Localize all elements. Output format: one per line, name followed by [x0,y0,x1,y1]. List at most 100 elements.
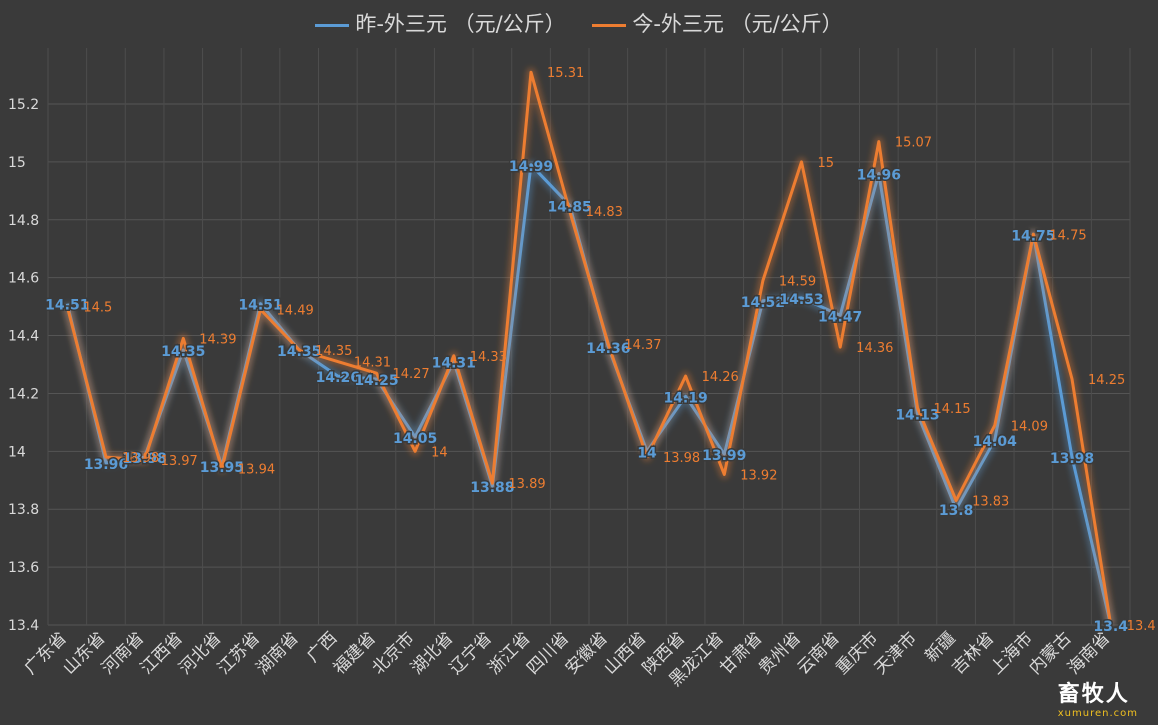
x-tick-label: 湖南省 [253,628,303,678]
data-label-today: 13.83 [972,495,1009,510]
data-label-today: 14.31 [354,356,391,371]
data-label-today: 13.98 [663,451,700,466]
x-tick-label: 上海市 [987,628,1037,678]
data-label-today: 14.83 [586,205,623,220]
x-tick-label: 河北省 [175,628,225,678]
data-label-today: 14.59 [779,275,816,290]
legend: 昨-外三元 （元/公斤） 今-外三元 （元/公斤） [0,8,1158,38]
data-label-yesterday: 14.85 [548,199,592,215]
x-tick-label: 江苏省 [214,628,264,678]
data-label-yesterday: 14.19 [663,390,707,406]
data-label-today: 14.15 [933,402,970,417]
data-label-yesterday: 14.51 [45,298,89,314]
data-label-today: 14.33 [470,350,507,365]
x-tick-label: 四川省 [523,628,573,678]
x-tick-label: 贵州省 [755,628,805,678]
data-label-yesterday: 13.4 [1093,619,1128,635]
legend-swatch-blue [315,23,350,27]
series-lines [62,67,1116,627]
data-label-today: 15.31 [547,66,584,81]
data-label-today: 14.35 [315,344,352,359]
data-label-yesterday: 14.13 [895,408,939,424]
data-label-yesterday: 14.05 [393,431,437,447]
legend-label-today: 今-外三元 （元/公斤） [632,12,843,36]
data-labels: 14.5113.9613.9814.3513.9514.5114.3514.26… [44,66,1156,636]
data-label-today: 14.37 [624,338,661,353]
watermark-url: xumuren.com [1057,708,1138,719]
series-line-today [65,70,1113,626]
data-label-today: 14.26 [702,370,739,385]
x-tick-label: 天津市 [871,628,921,678]
data-label-today: 14.39 [199,332,236,347]
data-label-yesterday: 14.04 [973,434,1018,450]
data-label-yesterday: 13.99 [702,448,746,464]
y-tick-label: 13.6 [8,560,39,576]
x-tick-label: 山西省 [600,628,650,678]
data-label-yesterday: 13.98 [1050,451,1094,467]
data-label-yesterday: 14.47 [818,309,862,325]
watermark-logo: 畜牧人 xumuren.com [1058,676,1138,719]
data-label-yesterday: 14.51 [238,298,282,314]
data-label-yesterday: 14.52 [741,295,785,311]
y-tick-label: 14 [8,444,26,460]
x-tick-label: 北京市 [368,628,418,678]
data-label-today: 14.27 [392,367,429,382]
y-tick-label: 14.4 [8,329,39,345]
x-tick-label: 辽宁省 [446,628,496,678]
legend-swatch-orange [592,23,627,27]
data-label-today: 13.92 [740,468,777,483]
data-label-today: 14.75 [1049,228,1086,243]
data-label-today: 14 [431,445,448,460]
x-tick-label: 湖北省 [407,628,457,678]
data-label-yesterday: 14.26 [316,370,360,386]
legend-label-yesterday: 昨-外三元 （元/公斤） [355,12,566,36]
data-label-today: 13.94 [238,463,275,478]
x-tick-label: 广东省 [21,628,71,678]
data-label-today: 14.49 [277,304,314,319]
y-tick-label: 13.8 [8,502,39,518]
y-tick-label: 14.8 [8,213,39,229]
x-tick-label: 江西省 [137,628,187,678]
data-label-today: 14.5 [83,301,112,316]
data-label-today: 14.25 [1088,373,1125,388]
data-label-today: 15 [818,156,835,171]
data-label-yesterday: 14.25 [354,373,398,389]
y-tick-label: 14.6 [8,271,39,287]
data-label-today: 13.97 [161,454,198,469]
legend-item-yesterday[interactable]: 昨-外三元 （元/公斤） [315,8,566,38]
data-label-today: 13.89 [508,477,545,492]
data-label-yesterday: 14.35 [277,344,321,360]
data-label-today: 14.36 [856,341,893,356]
x-tick-label: 吉林省 [948,628,998,678]
x-tick-label: 云南省 [794,628,844,678]
data-label-today: 13.4 [1127,619,1156,634]
data-label-yesterday: 14.96 [857,167,901,183]
y-tick-label: 13.4 [8,618,39,634]
y-tick-label: 15.2 [8,97,39,113]
data-label-yesterday: 14.53 [779,292,823,308]
data-label-yesterday: 13.98 [122,451,166,467]
data-label-yesterday: 14.31 [432,356,476,372]
y-tick-label: 15 [8,155,26,171]
data-label-yesterday: 14.35 [161,344,205,360]
x-tick-label: 甘肃省 [716,628,766,678]
y-axis-ticks: 13.4 13.6 13.8 14 14.2 14.4 14.6 14.8 15 15.2 [8,97,39,634]
data-label-today: 15.07 [895,136,932,151]
x-tick-label: 重庆市 [832,628,882,678]
x-tick-label: 浙江省 [484,628,534,678]
data-label-yesterday: 13.95 [200,460,244,476]
data-label-yesterday: 14.99 [509,159,553,175]
data-label-today: 13.98 [122,451,159,466]
data-label-today: 14.09 [1011,419,1048,434]
legend-item-today[interactable]: 今-外三元 （元/公斤） [592,8,843,38]
x-tick-label: 河南省 [98,628,148,678]
data-label-yesterday: 13.96 [84,457,128,473]
watermark-title: 畜牧人 [1057,682,1130,707]
data-label-yesterday: 14.75 [1011,228,1055,244]
x-tick-label: 福建省 [330,628,380,678]
data-label-yesterday: 13.8 [939,503,974,519]
data-label-yesterday: 14 [637,445,657,461]
x-tick-label: 安徽省 [562,628,612,678]
